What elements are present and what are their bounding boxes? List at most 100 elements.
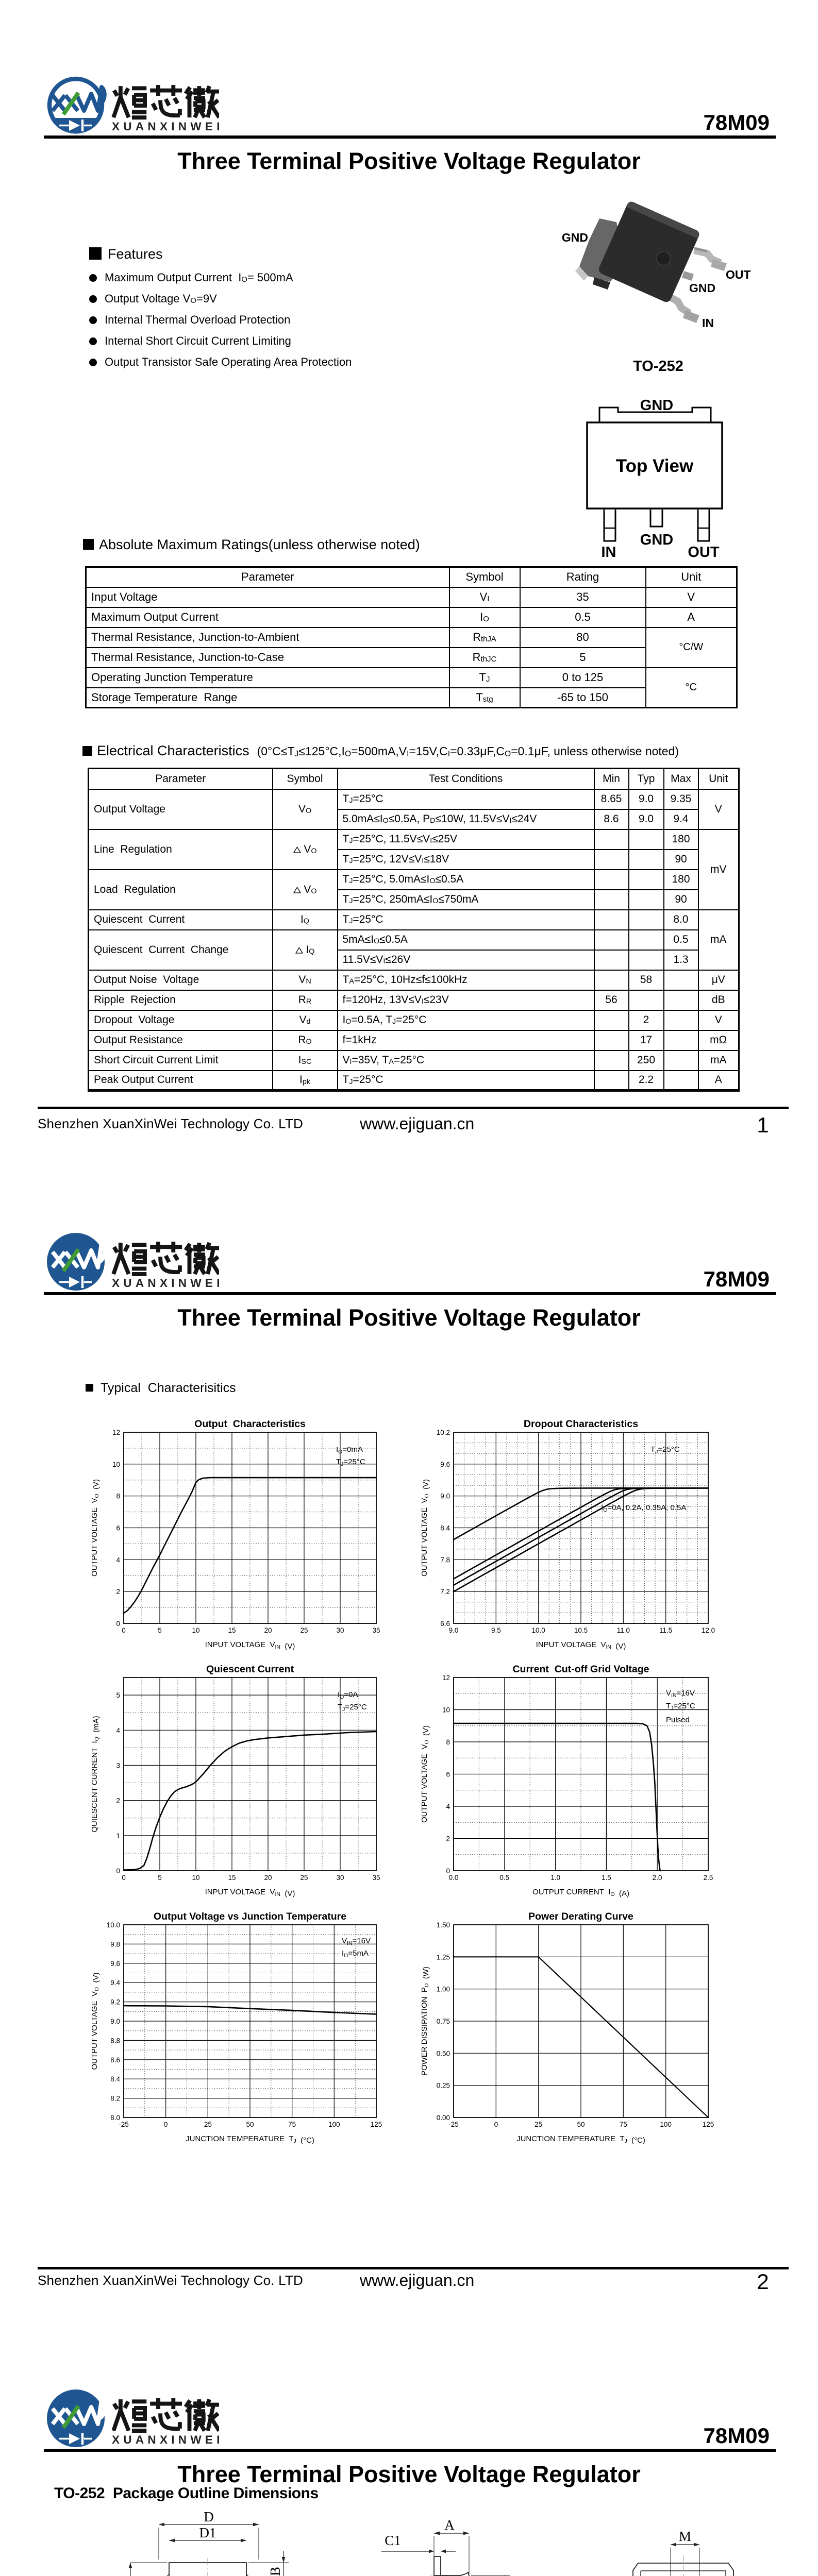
- svg-text:10: 10: [192, 1874, 199, 1882]
- svg-text:10: 10: [112, 1461, 120, 1468]
- svg-text:INPUT VOLTAGE VIN (V): INPUT VOLTAGE VIN (V): [205, 1640, 295, 1651]
- svg-text:Current Cut-off Grid Voltage: Current Cut-off Grid Voltage: [512, 1664, 649, 1675]
- svg-text:XUANXINWEI: XUANXINWEI: [112, 1277, 219, 1290]
- svg-text:3: 3: [116, 1761, 120, 1769]
- svg-text:2: 2: [116, 1588, 120, 1596]
- svg-text:75: 75: [620, 2121, 627, 2128]
- svg-text:0.50: 0.50: [437, 2049, 450, 2057]
- svg-text:M: M: [679, 2529, 691, 2544]
- svg-text:Quiescent Current: Quiescent Current: [206, 1664, 294, 1675]
- svg-text:TJ=25°C: TJ=25°C: [336, 1458, 365, 1467]
- svg-text:0: 0: [164, 2121, 168, 2128]
- svg-text:35: 35: [372, 1626, 380, 1634]
- svg-text:0: 0: [116, 1867, 120, 1875]
- svg-text:0: 0: [446, 1867, 450, 1875]
- svg-text:GND: GND: [562, 231, 588, 244]
- svg-text:8.0: 8.0: [110, 2114, 120, 2122]
- svg-text:1.00: 1.00: [437, 1986, 450, 1993]
- svg-text:2.5: 2.5: [704, 1874, 713, 1882]
- svg-text:5: 5: [158, 1874, 162, 1882]
- svg-text:15: 15: [228, 1874, 236, 1882]
- svg-text:8.2: 8.2: [110, 2095, 120, 2103]
- svg-text:IN: IN: [602, 544, 616, 561]
- svg-text:IN: IN: [702, 316, 714, 330]
- svg-text:IO=0A: IO=0A: [338, 1690, 358, 1700]
- svg-text:TJ=25°C: TJ=25°C: [650, 1445, 680, 1455]
- svg-text:0.0: 0.0: [449, 1874, 459, 1882]
- svg-text:VIN=16V: VIN=16V: [342, 1937, 371, 1946]
- svg-text:A: A: [444, 2517, 455, 2533]
- svg-text:35: 35: [372, 1874, 380, 1882]
- svg-text:125: 125: [371, 2121, 382, 2128]
- svg-text:-25: -25: [119, 2121, 129, 2128]
- svg-text:8.8: 8.8: [110, 2037, 120, 2044]
- svg-text:50: 50: [246, 2121, 254, 2128]
- svg-text:POWER DISSIPATION PD (W): POWER DISSIPATION PD (W): [420, 1967, 430, 2076]
- svg-text:12: 12: [112, 1429, 120, 1436]
- svg-text:OUTPUT VOLTAGE VO (V): OUTPUT VOLTAGE VO (V): [90, 1972, 101, 2070]
- svg-text:7.8: 7.8: [440, 1556, 450, 1564]
- svg-text:9.5: 9.5: [491, 1626, 501, 1634]
- svg-text:9.6: 9.6: [440, 1461, 450, 1468]
- svg-text:9.2: 9.2: [110, 1998, 120, 2006]
- svg-text:8.4: 8.4: [440, 1524, 450, 1532]
- svg-text:6: 6: [116, 1524, 120, 1532]
- svg-text:VIN=16V: VIN=16V: [666, 1689, 695, 1699]
- svg-text:0.25: 0.25: [437, 2082, 450, 2090]
- svg-text:12: 12: [442, 1674, 450, 1682]
- svg-text:IO=0A, 0.2A, 0.35A, 0.5A: IO=0A, 0.2A, 0.35A, 0.5A: [601, 1503, 686, 1513]
- svg-text:Power Derating Curve: Power Derating Curve: [528, 1911, 633, 1922]
- svg-text:25: 25: [535, 2121, 542, 2128]
- svg-text:GND: GND: [640, 397, 673, 414]
- svg-text:Output Characteristics: Output Characteristics: [194, 1418, 306, 1430]
- svg-text:15: 15: [228, 1626, 236, 1634]
- svg-text:8.6: 8.6: [110, 2056, 120, 2064]
- svg-text:1.0: 1.0: [550, 1874, 560, 1882]
- svg-text:QUIESCENT CURRENT IQ (mA): QUIESCENT CURRENT IQ (mA): [90, 1716, 101, 1832]
- svg-text:Output Voltage vs Junction Tem: Output Voltage vs Junction Temperature: [154, 1911, 346, 1922]
- svg-text:7.2: 7.2: [440, 1588, 450, 1596]
- svg-text:4: 4: [116, 1556, 120, 1564]
- svg-text:20: 20: [264, 1874, 272, 1882]
- svg-text:125: 125: [703, 2121, 714, 2128]
- svg-text:OUTPUT VOLTAGE VO (V): OUTPUT VOLTAGE VO (V): [420, 1479, 430, 1577]
- svg-text:8: 8: [446, 1738, 450, 1746]
- svg-text:INPUT VOLTAGE VIN (V): INPUT VOLTAGE VIN (V): [205, 1888, 295, 1898]
- svg-text:Top View: Top View: [616, 456, 694, 476]
- svg-text:25: 25: [300, 1626, 308, 1634]
- svg-text:2: 2: [446, 1835, 450, 1843]
- svg-text:Dropout Characteristics: Dropout Characteristics: [524, 1418, 638, 1430]
- svg-text:20: 20: [264, 1626, 272, 1634]
- svg-text:30: 30: [336, 1874, 344, 1882]
- svg-text:-25: -25: [448, 2121, 459, 2128]
- svg-text:1: 1: [116, 1832, 120, 1840]
- svg-text:11.0: 11.0: [617, 1626, 630, 1634]
- svg-text:10.5: 10.5: [574, 1626, 588, 1634]
- svg-text:OUT: OUT: [726, 268, 751, 281]
- svg-text:0.00: 0.00: [437, 2114, 450, 2122]
- svg-text:OUT: OUT: [688, 544, 720, 561]
- svg-text:6.6: 6.6: [440, 1620, 450, 1628]
- svg-text:D: D: [204, 2509, 214, 2524]
- svg-text:75: 75: [288, 2121, 296, 2128]
- svg-text:10: 10: [192, 1626, 199, 1634]
- svg-text:4: 4: [116, 1726, 120, 1734]
- svg-text:JUNCTION TEMPERATURE TJ (°C): JUNCTION TEMPERATURE TJ (°C): [516, 2134, 645, 2145]
- svg-text:2.0: 2.0: [653, 1874, 662, 1882]
- svg-text:6: 6: [446, 1771, 450, 1778]
- svg-text:TJ=25°C: TJ=25°C: [338, 1703, 367, 1713]
- svg-text:GND: GND: [689, 281, 715, 295]
- svg-text:5: 5: [116, 1691, 120, 1699]
- svg-text:0: 0: [116, 1620, 120, 1628]
- svg-text:9.8: 9.8: [110, 1940, 120, 1948]
- svg-text:GND: GND: [640, 532, 673, 548]
- svg-text:1.50: 1.50: [437, 1921, 450, 1929]
- svg-text:5: 5: [158, 1626, 162, 1634]
- svg-text:9.0: 9.0: [449, 1626, 459, 1634]
- svg-text:1.5: 1.5: [602, 1874, 611, 1882]
- svg-text:0: 0: [122, 1626, 126, 1634]
- svg-text:30: 30: [336, 1626, 344, 1634]
- svg-text:9.0: 9.0: [110, 2018, 120, 2025]
- svg-text:B: B: [268, 2567, 283, 2576]
- svg-text:1.25: 1.25: [437, 1953, 450, 1961]
